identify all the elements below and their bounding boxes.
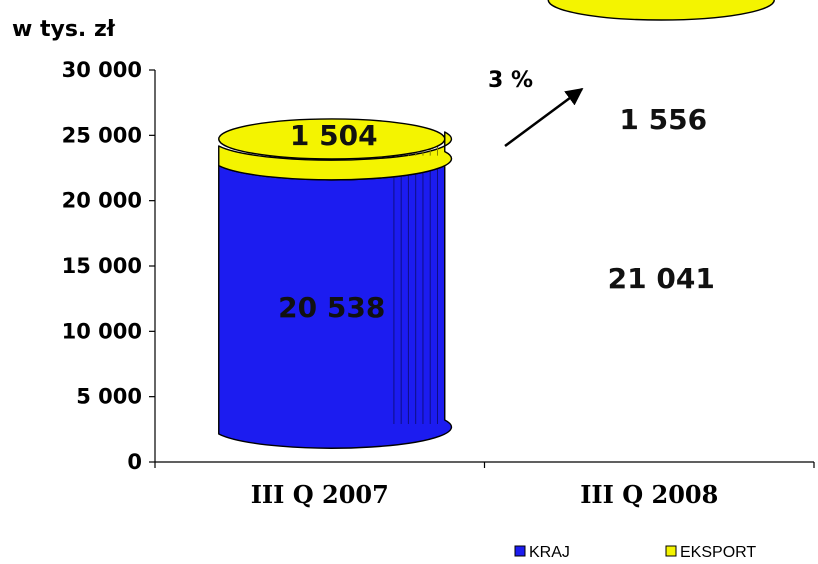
legend-label: KRAJ: [529, 544, 570, 561]
bar-eksport-body: [218, 131, 453, 181]
data-label-kraj: 20 538: [278, 291, 385, 324]
y-tick-label: 25 000: [62, 123, 142, 147]
legend: KRAJ EKSPORT: [514, 544, 756, 561]
legend-item: EKSPORT: [665, 544, 756, 561]
bar-eksport-top: [218, 118, 446, 160]
growth-label: 3 %: [488, 68, 533, 93]
data-label-kraj: 21 041: [608, 262, 715, 295]
growth-arrow: [504, 87, 584, 148]
y-tick-label: 15 000: [62, 254, 142, 278]
growth-annotation: 3 %: [488, 68, 584, 148]
bar-2: 21 041 1 556: [547, 0, 775, 295]
y-tick-label: 30 000: [62, 58, 142, 82]
data-label-eksport: 1 556: [619, 103, 707, 136]
legend-swatch: [514, 545, 526, 557]
y-tick-label: 20 000: [62, 189, 142, 213]
bars: 20 538 1 504 21 041 1 556: [218, 0, 775, 449]
y-tick-label: 5 000: [76, 385, 142, 409]
bar-eksport-top: [547, 0, 775, 21]
bar-1: 20 538 1 504: [218, 118, 453, 449]
x-tick-label: III Q 2007: [251, 480, 389, 509]
legend-label: EKSPORT: [680, 544, 756, 561]
bar-kraj: [218, 150, 453, 449]
y-axis: 0 5 000 10 000 15 000 20 000 25 000 30 000: [62, 58, 156, 474]
legend-item: KRAJ: [514, 544, 570, 561]
data-label-eksport: 1 504: [290, 119, 378, 152]
x-tick-label: III Q 2008: [580, 480, 718, 509]
y-tick-label: 0: [127, 450, 142, 474]
legend-swatch: [665, 545, 677, 557]
y-tick-label: 10 000: [62, 319, 142, 343]
unit-label: w tys. zł: [12, 17, 116, 42]
x-axis: III Q 2007 III Q 2008: [154, 461, 815, 509]
